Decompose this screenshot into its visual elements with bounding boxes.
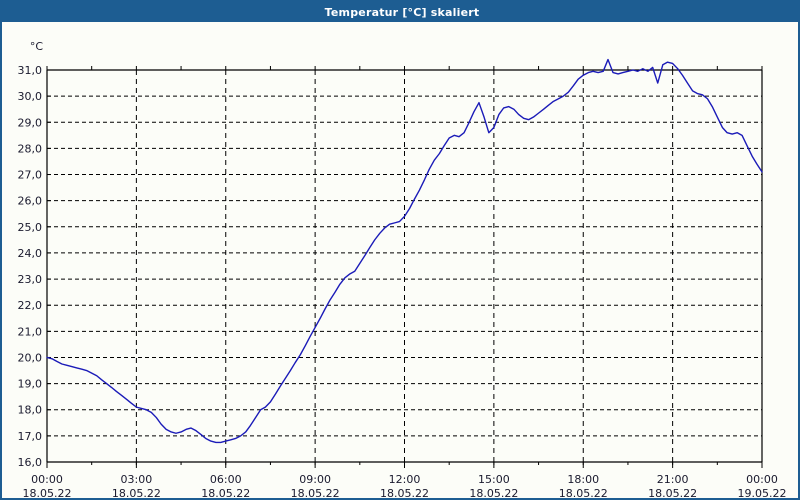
- series-line-temperatur: [46, 58, 763, 444]
- window-titlebar: Temperatur [°C] skaliert: [2, 2, 798, 22]
- temperature-line-chart: 31,0 30,0 29,0 28,0 27,0 26,0 25,0 24,0 23,0 22,0…: [2, 22, 798, 498]
- x-axis-time-label: 21:00: [657, 473, 689, 486]
- chart-background: [2, 22, 798, 498]
- x-axis-time-label: 00:00: [746, 473, 778, 486]
- y-axis-labels-group: 31,0 30,0 29,0 28,0 27,0 26,0 25,0 24,0 23,0 22,0…: [18, 64, 43, 469]
- y-axis-tick-label: 21,0: [18, 325, 43, 338]
- x-axis-time-label: 03:00: [121, 473, 153, 486]
- y-axis-tick-label: 28,0: [18, 142, 43, 155]
- x-axis-date-label: 18.05.22: [380, 487, 429, 498]
- y-axis-tick-label: 17,0: [18, 430, 43, 443]
- y-axis-tick-label: 24,0: [18, 247, 43, 260]
- x-axis-date-label: 18.05.22: [23, 487, 72, 498]
- x-axis-time-label: 15:00: [478, 473, 510, 486]
- x-axis-time-label: 12:00: [389, 473, 421, 486]
- x-axis-time-label: 00:00: [31, 473, 63, 486]
- y-axis-tick-label: 19,0: [18, 378, 43, 391]
- x-axis-date-label: 18.05.22: [201, 487, 250, 498]
- x-axis-date-label: 18.05.22: [648, 487, 697, 498]
- x-axis-time-label: 09:00: [299, 473, 331, 486]
- x-axis-date-label: 18.05.22: [469, 487, 518, 498]
- y-axis-tick-label: 26,0: [18, 195, 43, 208]
- x-axis-date-label: 18.05.22: [112, 487, 161, 498]
- y-axis-tick-label: 27,0: [18, 169, 43, 182]
- vertical-gridlines-group: [135, 70, 674, 462]
- x-axis-labels-group: 00:0018.05.2203:0018.05.2206:0018.05.220…: [23, 473, 787, 498]
- y-axis-tick-label: 30,0: [18, 90, 43, 103]
- y-axis-tick-label: 25,0: [18, 221, 43, 234]
- y-axis-tick-label: 22,0: [18, 299, 43, 312]
- x-axis-time-label: 06:00: [210, 473, 242, 486]
- x-axis-time-label: 18:00: [567, 473, 599, 486]
- y-axis-tick-label: 23,0: [18, 273, 43, 286]
- y-axis-tick-label: 16,0: [18, 456, 43, 469]
- data-series-group: [46, 58, 763, 444]
- y-axis-tick-label: 31,0: [18, 64, 43, 77]
- y-axis-tick-label: 18,0: [18, 404, 43, 417]
- x-axis-date-label: 18.05.22: [559, 487, 608, 498]
- window-title: Temperatur [°C] skaliert: [324, 5, 480, 19]
- x-axis-date-label: 19.05.22: [738, 487, 787, 498]
- axes-group: [46, 69, 763, 463]
- x-axis-date-label: 18.05.22: [291, 487, 340, 498]
- y-axis-tick-label: 29,0: [18, 116, 43, 129]
- y-axis-unit-label: °C: [30, 40, 44, 53]
- chart-canvas: 31,0 30,0 29,0 28,0 27,0 26,0 25,0 24,0 23,0 22,0…: [2, 22, 798, 498]
- y-axis-tick-label: 20,0: [18, 351, 43, 364]
